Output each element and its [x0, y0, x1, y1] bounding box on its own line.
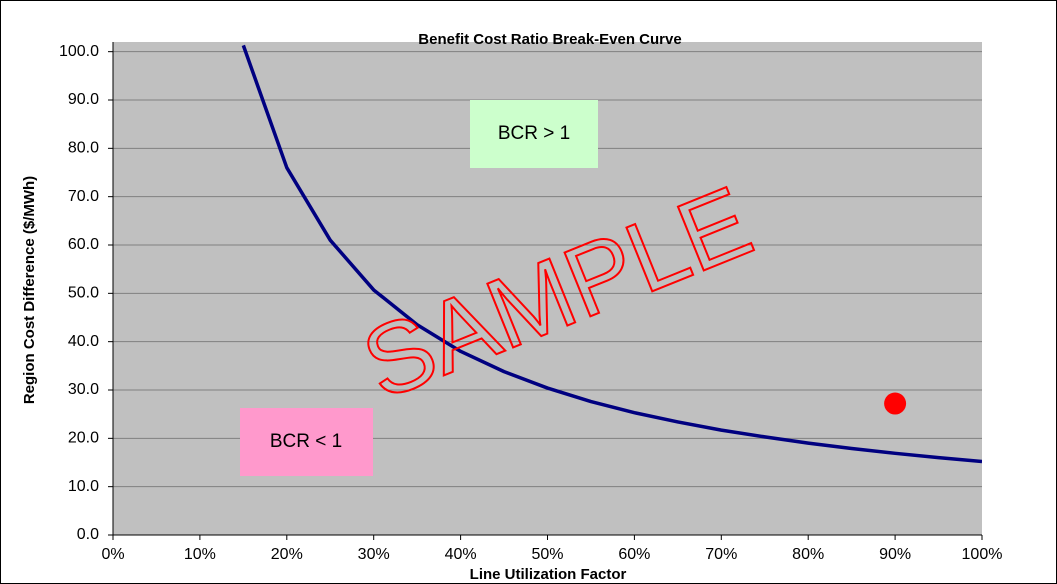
x-tick-label: 10%: [184, 546, 216, 563]
chart-title: Benefit Cost Ratio Break-Even Curve: [418, 31, 681, 48]
y-tick-label: 50.0: [68, 285, 99, 302]
y-tick-label: 10.0: [68, 478, 99, 495]
annotation: BCR > 1: [498, 123, 570, 144]
region-box: [240, 408, 373, 476]
data-point: [884, 392, 907, 415]
x-tick-label: 20%: [271, 546, 303, 563]
x-tick-label: 30%: [358, 546, 390, 563]
y-tick-label: 0.0: [77, 526, 99, 543]
y-tick-label: 60.0: [68, 236, 99, 253]
annotation: BCR < 1: [270, 431, 342, 452]
x-tick-label: 80%: [792, 546, 824, 563]
region-box: [470, 100, 598, 168]
y-axis-title: Region Cost Difference ($/MWh): [21, 176, 38, 404]
x-tick-label: 40%: [445, 546, 477, 563]
x-axis-title: Line Utilization Factor: [470, 566, 627, 583]
x-tick-label: 0%: [101, 546, 124, 563]
y-tick-label: 20.0: [68, 430, 99, 447]
data-line: [241, 44, 982, 464]
x-tick-label: 70%: [705, 546, 737, 563]
y-tick-label: 70.0: [68, 188, 99, 205]
x-tick-label: 90%: [879, 546, 911, 563]
x-tick-label: 50%: [531, 546, 563, 563]
y-tick-label: 80.0: [68, 140, 99, 157]
y-tick-label: 40.0: [68, 333, 99, 350]
x-tick-label: 100%: [962, 546, 1003, 563]
y-tick-label: 30.0: [68, 381, 99, 398]
x-tick-label: 60%: [618, 546, 650, 563]
y-tick-label: 100.0: [59, 43, 99, 60]
y-tick-label: 90.0: [68, 91, 99, 108]
